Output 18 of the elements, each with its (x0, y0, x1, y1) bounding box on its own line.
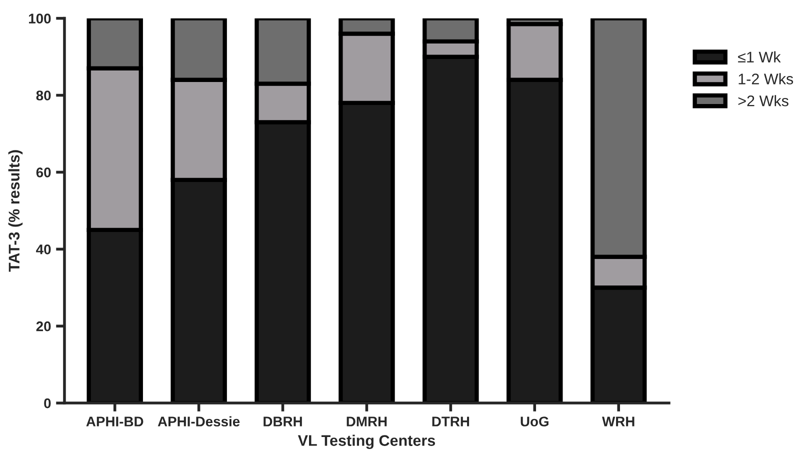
legend-label: ≤1 Wk (738, 51, 781, 62)
y-axis-title: TAT-3 (% results) (8, 150, 23, 272)
y-tick-label: 20 (36, 321, 51, 332)
legend-label: 1-2 Wks (738, 73, 794, 84)
x-tick-label: UoG (520, 416, 548, 426)
y-tick-label: 100 (28, 14, 51, 24)
legend-label: >2 Wks (738, 95, 788, 106)
x-tick-label: DBRH (264, 416, 302, 426)
x-tick-label: DMRH (346, 416, 387, 426)
x-tick-label: APHI-Dessie (158, 416, 240, 426)
y-tick-label: 0 (44, 398, 51, 408)
y-tick-label: 60 (36, 168, 51, 178)
x-tick-label: WRH (602, 416, 634, 426)
y-tick-label: 80 (36, 90, 51, 100)
y-tick-label: 40 (36, 244, 51, 254)
x-tick-label: APHI-BD (86, 416, 144, 426)
x-tick-label: DTRH (432, 416, 470, 426)
x-axis-title: VL Testing Centers (298, 434, 436, 450)
